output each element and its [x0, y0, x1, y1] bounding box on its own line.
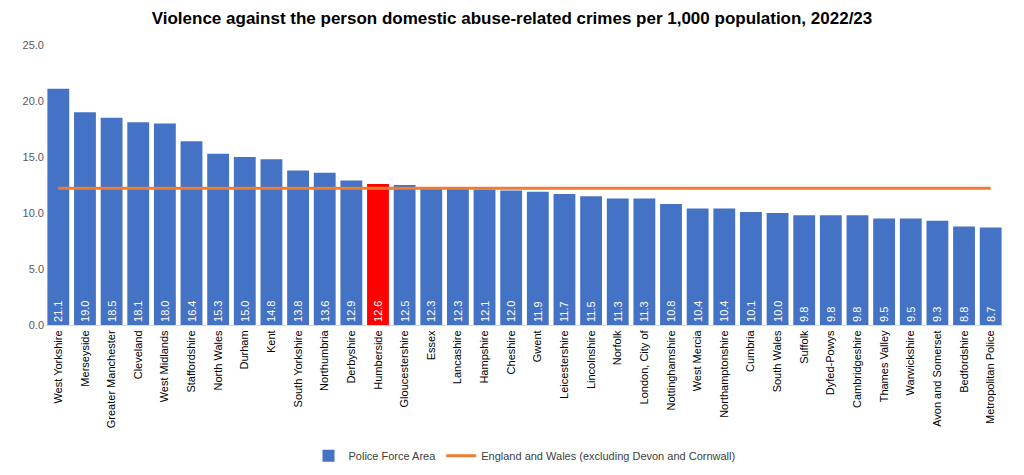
- svg-text:8.7: 8.7: [985, 307, 997, 322]
- svg-text:0.0: 0.0: [29, 319, 44, 331]
- svg-text:Merseyside: Merseyside: [79, 330, 91, 386]
- svg-text:11.3: 11.3: [612, 301, 624, 322]
- svg-text:Violence against the person do: Violence against the person domestic abu…: [152, 9, 873, 28]
- svg-text:8.8: 8.8: [958, 307, 970, 322]
- svg-text:12.1: 12.1: [479, 301, 491, 322]
- svg-text:England and Wales (excluding D: England and Wales (excluding Devon and C…: [481, 450, 735, 462]
- svg-text:9.5: 9.5: [905, 307, 917, 322]
- svg-text:9.5: 9.5: [878, 307, 890, 322]
- svg-text:14.8: 14.8: [265, 301, 277, 322]
- svg-text:18.1: 18.1: [132, 301, 144, 322]
- svg-text:13.6: 13.6: [319, 301, 331, 322]
- svg-text:11.5: 11.5: [585, 301, 597, 322]
- svg-text:West Mercia: West Mercia: [691, 330, 703, 392]
- svg-text:Nottinghamshire: Nottinghamshire: [665, 330, 677, 410]
- svg-text:Lincolnshire: Lincolnshire: [585, 330, 597, 389]
- svg-text:11.9: 11.9: [532, 301, 544, 322]
- svg-text:5.0: 5.0: [29, 263, 44, 275]
- svg-text:Greater Manchester: Greater Manchester: [105, 330, 117, 428]
- svg-text:Dyfed-Powys: Dyfed-Powys: [824, 330, 836, 395]
- svg-text:London, City of: London, City of: [638, 329, 650, 404]
- svg-text:Norfolk: Norfolk: [611, 330, 623, 365]
- svg-text:12.9: 12.9: [345, 301, 357, 322]
- svg-text:10.4: 10.4: [718, 301, 730, 322]
- svg-text:10.0: 10.0: [772, 301, 784, 322]
- svg-text:South Yorkshire: South Yorkshire: [292, 330, 304, 407]
- svg-text:11.7: 11.7: [558, 301, 570, 322]
- svg-text:South Wales: South Wales: [771, 330, 783, 392]
- svg-text:Essex: Essex: [425, 330, 437, 360]
- svg-text:12.3: 12.3: [452, 301, 464, 322]
- svg-text:Cheshire: Cheshire: [505, 330, 517, 374]
- svg-text:Thames Valley: Thames Valley: [878, 330, 890, 402]
- svg-text:10.8: 10.8: [665, 301, 677, 322]
- svg-text:10.1: 10.1: [745, 301, 757, 322]
- svg-text:Suffolk: Suffolk: [798, 330, 810, 364]
- svg-text:20.0: 20.0: [23, 95, 44, 107]
- svg-text:Lancashire: Lancashire: [451, 330, 463, 384]
- svg-text:12.6: 12.6: [372, 301, 384, 322]
- svg-text:12.3: 12.3: [425, 301, 437, 322]
- svg-text:Cambridgeshire: Cambridgeshire: [851, 330, 863, 408]
- svg-text:11.3: 11.3: [638, 301, 650, 322]
- svg-text:15.3: 15.3: [212, 301, 224, 322]
- svg-text:Warwickshire: Warwickshire: [904, 330, 916, 395]
- svg-text:Northamptonshire: Northamptonshire: [718, 330, 730, 417]
- svg-text:Bedfordshire: Bedfordshire: [958, 330, 970, 392]
- svg-text:Cumbria: Cumbria: [745, 330, 757, 372]
- svg-text:18.5: 18.5: [106, 301, 118, 322]
- svg-text:Northumbria: Northumbria: [318, 330, 330, 391]
- svg-text:13.8: 13.8: [292, 301, 304, 322]
- svg-text:15.0: 15.0: [239, 301, 251, 322]
- svg-text:Leicestershire: Leicestershire: [558, 330, 570, 398]
- svg-text:25.0: 25.0: [23, 39, 44, 51]
- svg-text:West Yorkshire: West Yorkshire: [52, 330, 64, 403]
- svg-text:21.1: 21.1: [52, 301, 64, 322]
- svg-text:Derbyshire: Derbyshire: [345, 330, 357, 383]
- svg-text:West Midlands: West Midlands: [158, 330, 170, 402]
- svg-text:Hampshire: Hampshire: [478, 330, 490, 383]
- svg-text:Gloucestershire: Gloucestershire: [398, 330, 410, 407]
- svg-text:Avon and Somerset: Avon and Somerset: [931, 330, 943, 426]
- svg-text:9.8: 9.8: [851, 307, 863, 322]
- svg-text:15.0: 15.0: [23, 151, 44, 163]
- svg-text:Kent: Kent: [265, 330, 277, 353]
- svg-text:9.8: 9.8: [798, 307, 810, 322]
- svg-text:16.4: 16.4: [186, 301, 198, 322]
- svg-text:18.0: 18.0: [159, 301, 171, 322]
- svg-text:12.0: 12.0: [505, 301, 517, 322]
- svg-text:9.3: 9.3: [931, 307, 943, 322]
- svg-text:Gwent: Gwent: [531, 330, 543, 362]
- svg-text:Metropolitan Police: Metropolitan Police: [984, 330, 996, 424]
- svg-text:Humberside: Humberside: [372, 330, 384, 389]
- svg-text:North Wales: North Wales: [212, 330, 224, 391]
- svg-text:Staffordshire: Staffordshire: [185, 330, 197, 392]
- svg-text:19.0: 19.0: [79, 301, 91, 322]
- svg-text:Police Force Area: Police Force Area: [349, 450, 437, 462]
- svg-text:9.8: 9.8: [825, 307, 837, 322]
- svg-text:10.0: 10.0: [23, 207, 44, 219]
- svg-text:12.5: 12.5: [399, 301, 411, 322]
- svg-text:Cleveland: Cleveland: [132, 330, 144, 379]
- svg-text:10.4: 10.4: [692, 301, 704, 322]
- svg-text:Durham: Durham: [238, 330, 250, 369]
